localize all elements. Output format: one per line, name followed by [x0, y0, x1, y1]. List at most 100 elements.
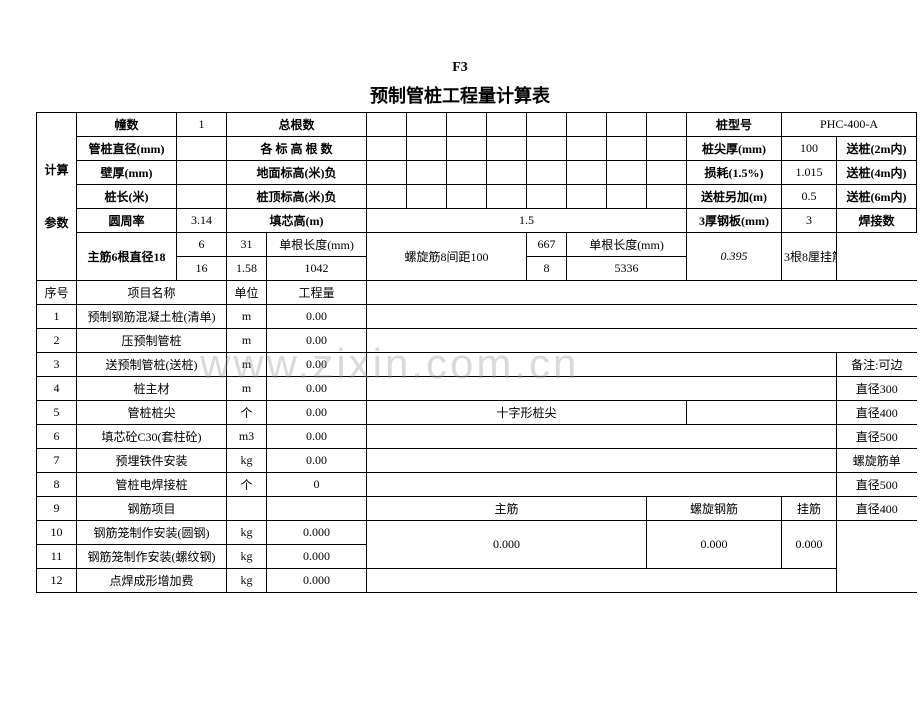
cell — [447, 137, 487, 161]
cell — [527, 113, 567, 137]
cell: 0.00 — [267, 305, 367, 329]
table-row: 6 填芯砼C30(套柱砼) m3 0.00 直径500 — [37, 425, 917, 449]
cell — [367, 185, 407, 209]
cell — [367, 305, 917, 329]
cell: 3.14 — [177, 209, 227, 233]
cell: 6 — [37, 425, 77, 449]
cell — [447, 185, 487, 209]
cell: 0.00 — [267, 425, 367, 449]
cell: 桩尖厚(mm) — [687, 137, 782, 161]
table-row: 7 预埋铁件安装 kg 0.00 螺旋筋单 — [37, 449, 917, 473]
cell: 9 — [37, 497, 77, 521]
table-row: 3 送预制管桩(送桩) m 0.00 备注:可边 — [37, 353, 917, 377]
cell: 各 标 高 根 数 — [227, 137, 367, 161]
cell — [367, 281, 917, 305]
cell: 1 — [177, 113, 227, 137]
cell — [367, 449, 837, 473]
cell: 幢数 — [77, 113, 177, 137]
table-row: 10 钢筋笼制作安装(圆钢) kg 0.000 0.000 0.000 0.00… — [37, 521, 917, 545]
cell: 送桩(2m内) — [837, 137, 917, 161]
page-title: 预制管桩工程量计算表 — [0, 82, 920, 108]
params-label: 参数 — [45, 216, 69, 230]
cell: 预埋铁件安装 — [77, 449, 227, 473]
cell — [837, 521, 917, 593]
cell — [367, 137, 407, 161]
cell: 8 — [37, 473, 77, 497]
cell: PHC-400-A — [782, 113, 917, 137]
cell: 0.000 — [647, 521, 782, 569]
cell: 主筋6根直径18 — [77, 233, 177, 281]
cell — [367, 353, 837, 377]
cell: 单根长度(mm) — [267, 233, 367, 257]
cell: 0.00 — [267, 377, 367, 401]
cell: 个 — [227, 401, 267, 425]
cell — [367, 425, 837, 449]
param-row-3: 壁厚(mm) 地面标高(米)负 损耗(1.5%) 1.015 送桩(4m内) — [37, 161, 917, 185]
cell: 12 — [37, 569, 77, 593]
cell: 送桩(6m内) — [837, 185, 917, 209]
cell: 11 — [37, 545, 77, 569]
cell: 0.000 — [267, 521, 367, 545]
cell — [687, 401, 837, 425]
cell — [407, 113, 447, 137]
cell — [527, 185, 567, 209]
cell: 10 — [37, 521, 77, 545]
cell — [367, 329, 917, 353]
cell: 十字形桩尖 — [367, 401, 687, 425]
cell: 0.000 — [782, 521, 837, 569]
cell: 桩长(米) — [77, 185, 177, 209]
cell: 8 — [527, 257, 567, 281]
cell: 3厚钢板(mm) — [687, 209, 782, 233]
cell: 7 — [37, 449, 77, 473]
cell: 直径400 — [837, 401, 917, 425]
cell: 6 — [177, 233, 227, 257]
cell — [177, 185, 227, 209]
table-row: 2 压预制管桩 m 0.00 — [37, 329, 917, 353]
cell: 0.5 — [782, 185, 837, 209]
cell: 工程量 — [267, 281, 367, 305]
cell: 项目名称 — [77, 281, 227, 305]
param-row-6a: 主筋6根直径18 6 31 单根长度(mm) 螺旋筋8间距100 667 单根长… — [37, 233, 917, 257]
cell — [407, 185, 447, 209]
cell — [177, 137, 227, 161]
cell: 5336 — [567, 257, 687, 281]
cell: kg — [227, 545, 267, 569]
cell — [607, 137, 647, 161]
cell: 3根8厘挂筋 — [782, 233, 837, 281]
cell: 点焊成形增加费 — [77, 569, 227, 593]
header-code: F3 — [0, 60, 920, 76]
cell — [267, 497, 367, 521]
cell: 直径500 — [837, 473, 917, 497]
cell: 单根长度(mm) — [567, 233, 687, 257]
cell: 序号 — [37, 281, 77, 305]
cell: 4 — [37, 377, 77, 401]
cell: 直径300 — [837, 377, 917, 401]
cell: 直径400 — [837, 497, 917, 521]
cell: 1042 — [267, 257, 367, 281]
cell — [607, 113, 647, 137]
cell: 0.000 — [267, 569, 367, 593]
cell: 送桩(4m内) — [837, 161, 917, 185]
cell: 1.5 — [367, 209, 687, 233]
table-row: 1 预制钢筋混凝土桩(清单) m 0.00 — [37, 305, 917, 329]
cell: 3 — [782, 209, 837, 233]
cell: 31 — [227, 233, 267, 257]
cell: 5 — [37, 401, 77, 425]
cell — [527, 161, 567, 185]
cell — [647, 185, 687, 209]
cell: 2 — [37, 329, 77, 353]
cell: 钢筋笼制作安装(螺纹钢) — [77, 545, 227, 569]
cell — [447, 113, 487, 137]
cell: 0.000 — [267, 545, 367, 569]
calc-label: 计算 — [45, 163, 69, 177]
table-row: 4 桩主材 m 0.00 直径300 — [37, 377, 917, 401]
cell: m — [227, 305, 267, 329]
cell: 0.00 — [267, 329, 367, 353]
cell: 挂筋 — [782, 497, 837, 521]
cell: 送预制管桩(送桩) — [77, 353, 227, 377]
cell: 螺旋筋8间距100 — [367, 233, 527, 281]
table-row: 5 管桩桩尖 个 0.00 十字形桩尖 直径400 — [37, 401, 917, 425]
param-row-5: 圆周率 3.14 填芯高(m) 1.5 3厚钢板(mm) 3 焊接数 — [37, 209, 917, 233]
cell — [367, 161, 407, 185]
cell: 直径500 — [837, 425, 917, 449]
